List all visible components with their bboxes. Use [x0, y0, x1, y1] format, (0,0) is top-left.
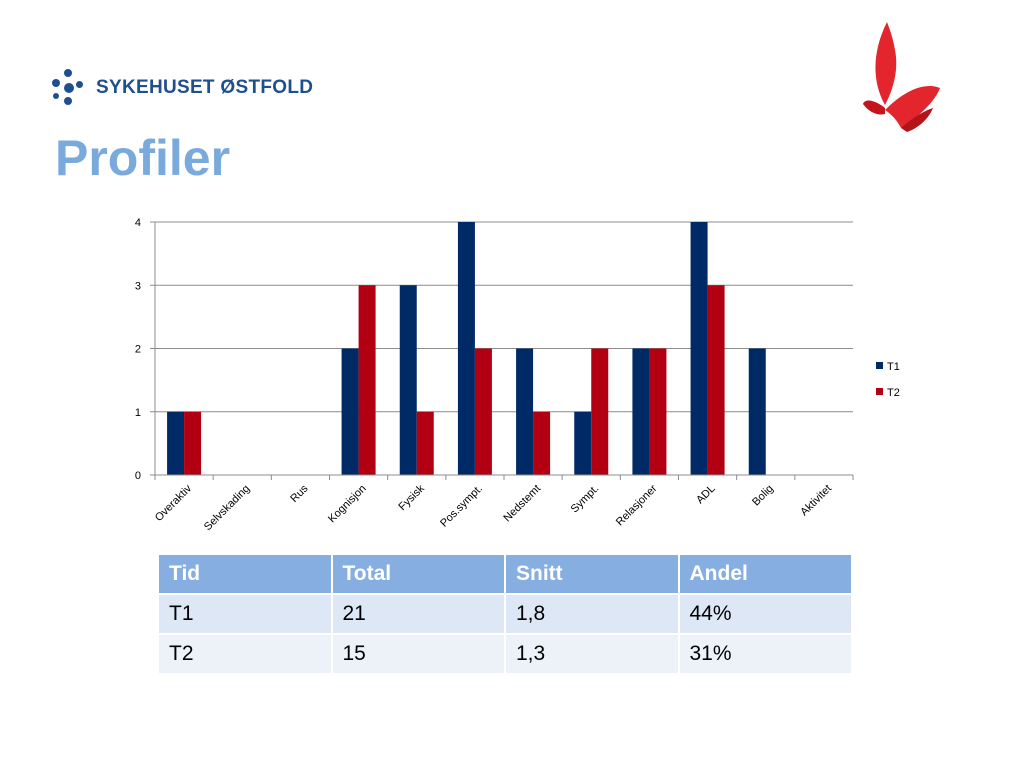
bar-t1-fysisk [399, 285, 417, 475]
bar-t2-overaktiv [184, 411, 202, 475]
x-tick-label: Rus [288, 482, 311, 505]
x-tick-label: Kognisjon [326, 483, 369, 526]
hospital-name: SYKEHUSET ØSTFOLD [96, 77, 314, 98]
table-row: T1 21 1,8 44% [159, 595, 851, 633]
red-flame-logo-icon [863, 22, 940, 132]
x-tick-label: Overaktiv [153, 482, 195, 524]
x-tick-label: Nedstemt [501, 483, 543, 525]
x-tick-label: Selvskading [202, 483, 252, 533]
header-snitt: Snitt [506, 555, 678, 593]
y-tick-label: 3 [135, 280, 141, 292]
table-cell: 1,3 [506, 635, 678, 673]
header-tid: Tid [159, 555, 331, 593]
bar-t2-pos.sympt. [474, 348, 492, 475]
bar-t2-sympt. [591, 348, 609, 475]
table-cell: 44% [679, 595, 851, 633]
table-cell: 21 [332, 595, 504, 633]
bar-t1-overaktiv [167, 411, 185, 475]
legend-label-t2: T2 [887, 387, 900, 399]
table-header-row: Tid Total Snitt Andel [159, 555, 851, 593]
bar-t1-pos.sympt. [457, 222, 475, 475]
bar-t1-sympt. [574, 411, 592, 475]
bar-t1-adl [690, 222, 708, 475]
header-total: Total [332, 555, 504, 593]
x-tick-label: Bolig [750, 483, 776, 509]
x-tick-label: Pos.sympt. [438, 483, 485, 530]
header-andel: Andel [679, 555, 851, 593]
x-tick-label: Sympt. [569, 483, 602, 516]
y-tick-label: 1 [135, 407, 141, 419]
bar-t2-kognisjon [358, 285, 376, 475]
x-tick-label: ADL [694, 483, 718, 507]
bar-t1-nedstemt [516, 348, 534, 475]
legend-swatch-t1 [876, 362, 883, 369]
hospital-logo: SYKEHUSET ØSTFOLD [50, 68, 313, 108]
legend-swatch-t2 [876, 388, 883, 395]
hospital-dots-logo-icon [50, 69, 86, 107]
x-tick-label: Aktivitet [798, 483, 834, 519]
y-tick-label: 2 [135, 344, 141, 356]
bar-chart: 0 1 2 3 4 Overaktiv Selvskading Rus Kognisjon Fys… [135, 217, 900, 533]
bar-t2-fysisk [416, 411, 434, 475]
x-tick-label: Fysisk [396, 482, 427, 513]
page-title: Profiler [55, 130, 231, 186]
table-row: T2 15 1,3 31% [159, 635, 851, 673]
table-cell: 31% [679, 635, 851, 673]
y-tick-label: 4 [135, 217, 141, 229]
x-tick-label: Relasjoner [614, 482, 660, 528]
bar-t1-bolig [748, 348, 766, 475]
bar-t2-relasjoner [649, 348, 667, 475]
y-tick-label: 0 [135, 470, 141, 482]
legend-label-t1: T1 [887, 361, 900, 373]
table-cell: 1,8 [506, 595, 678, 633]
bar-t2-nedstemt [533, 411, 551, 475]
table-cell: 15 [332, 635, 504, 673]
summary-table: Tid Total Snitt Andel T1 21 1,8 44% T2 1… [157, 553, 853, 675]
bar-t1-kognisjon [341, 348, 359, 475]
bar-t1-relasjoner [632, 348, 650, 475]
bar-t2-adl [707, 285, 725, 475]
table-cell: T2 [159, 635, 331, 673]
table-cell: T1 [159, 595, 331, 633]
